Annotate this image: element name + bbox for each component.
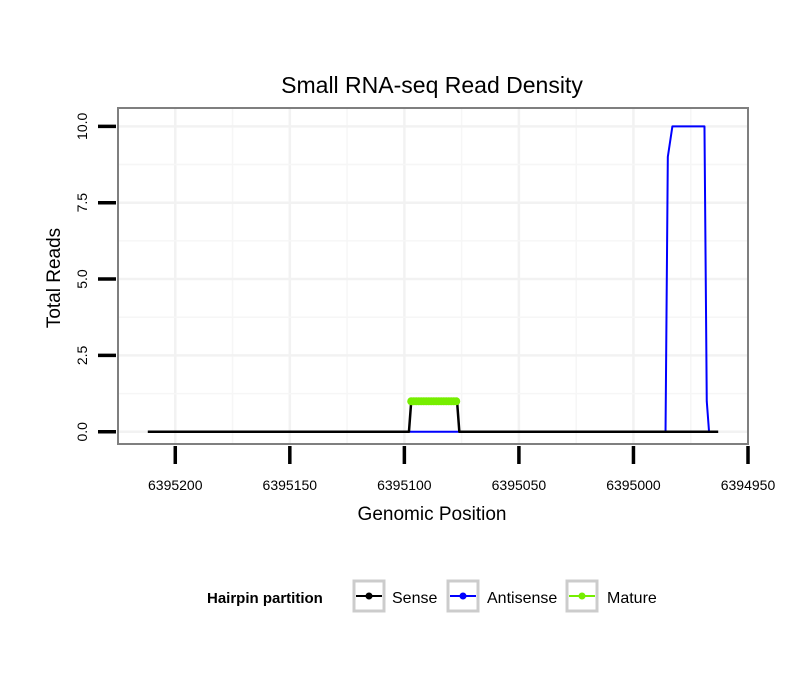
legend-item-sense: Sense bbox=[352, 579, 437, 613]
legend-dot-sense bbox=[365, 592, 373, 600]
y-tick-label: 5.0 bbox=[74, 269, 90, 289]
x-tick-label: 6395150 bbox=[263, 477, 318, 493]
y-tick-label: 2.5 bbox=[74, 345, 90, 365]
mature-point bbox=[452, 397, 461, 406]
x-tick-label: 6395100 bbox=[377, 477, 432, 493]
legend-label-antisense: Antisense bbox=[487, 590, 557, 607]
legend: Hairpin partition Sense Antisense Mature bbox=[207, 579, 657, 613]
y-axis: 0.0 2.5 5.0 7.5 10.0 bbox=[74, 112, 116, 442]
x-tick-label: 6394950 bbox=[721, 477, 776, 493]
legend-item-antisense: Antisense bbox=[446, 579, 557, 613]
y-tick-label: 7.5 bbox=[74, 193, 90, 213]
legend-label-sense: Sense bbox=[392, 590, 437, 607]
x-tick-label: 6395200 bbox=[148, 477, 203, 493]
chart-title: Small RNA-seq Read Density bbox=[281, 72, 583, 98]
legend-dot-mature bbox=[578, 592, 586, 600]
x-tick-label: 6395050 bbox=[492, 477, 547, 493]
y-tick-label: 10.0 bbox=[74, 112, 90, 139]
series-layer bbox=[147, 125, 719, 434]
x-tick-label: 6395000 bbox=[606, 477, 661, 493]
legend-label-mature: Mature bbox=[607, 590, 657, 607]
y-tick-label: 0.0 bbox=[74, 422, 90, 442]
legend-title: Hairpin partition bbox=[207, 590, 323, 607]
y-axis-title: Total Reads bbox=[44, 228, 65, 328]
legend-dot-antisense bbox=[459, 592, 467, 600]
legend-item-mature: Mature bbox=[565, 579, 657, 613]
gridlines bbox=[119, 109, 747, 443]
x-axis: 6395200 6395150 6395100 6395050 6395000 63949… bbox=[148, 446, 775, 493]
x-axis-title: Genomic Position bbox=[358, 504, 507, 525]
